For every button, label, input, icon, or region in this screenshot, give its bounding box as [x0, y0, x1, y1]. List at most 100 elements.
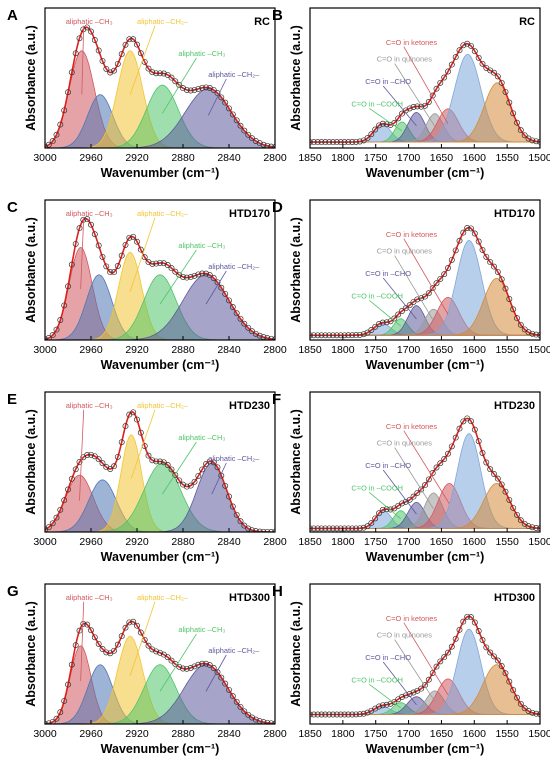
- data-point: [245, 525, 252, 532]
- data-point: [456, 237, 463, 244]
- data-point: [418, 486, 425, 493]
- data-point: [460, 42, 467, 49]
- y-axis-label: Absorbance (a.u.): [24, 25, 38, 131]
- annotation-pointer: [161, 57, 197, 114]
- x-tick-label: 2880: [171, 152, 195, 164]
- data-point: [91, 634, 98, 641]
- data-point: [360, 710, 367, 717]
- data-point: [376, 703, 382, 710]
- plot-frame: [44, 199, 276, 341]
- annotation-label: C=O in ketones: [386, 38, 437, 47]
- data-point: [425, 676, 432, 683]
- annotation-label: C=O in ketones: [386, 230, 437, 239]
- data-point: [318, 711, 325, 718]
- data-point: [95, 456, 102, 463]
- data-point: [376, 122, 382, 129]
- data-point: [360, 524, 367, 531]
- data-point: [264, 335, 271, 340]
- annotation-label: C=O in –CHO: [365, 461, 411, 470]
- data-point: [425, 476, 432, 483]
- data-point: [84, 452, 91, 458]
- x-tick-label: 1650: [430, 344, 454, 356]
- data-point: [76, 627, 83, 634]
- data-point: [533, 525, 540, 531]
- annotation-pointer: [403, 238, 449, 315]
- data-point: [191, 478, 198, 485]
- data-point: [107, 466, 114, 472]
- data-point: [510, 504, 517, 511]
- data-point: [456, 47, 463, 54]
- panel-letter: F: [272, 391, 281, 408]
- data-point: [525, 708, 532, 714]
- data-point: [103, 65, 110, 72]
- x-tick-label: 1850: [298, 152, 322, 164]
- data-point: [521, 132, 528, 139]
- annotation-pointer: [159, 633, 197, 692]
- data-point: [322, 525, 329, 532]
- data-point: [57, 121, 64, 128]
- data-point: [122, 624, 129, 631]
- x-tick-label: 1550: [495, 728, 519, 740]
- data-point: [314, 711, 321, 718]
- panel-letter: E: [7, 391, 17, 408]
- x-tick-label: 3000: [33, 536, 57, 548]
- data-point: [164, 654, 171, 661]
- data-point: [537, 711, 540, 718]
- data-point: [330, 139, 336, 146]
- annotation-label: aliphatic –CH₂–: [208, 70, 260, 79]
- data-point: [448, 256, 455, 263]
- x-tick-label: 2880: [171, 728, 195, 740]
- data-point: [337, 139, 344, 146]
- data-point: [91, 231, 98, 238]
- data-point: [45, 335, 52, 340]
- annotation-label: C=O in –CHO: [365, 269, 411, 278]
- annotation-label: C=O in –COOH: [351, 291, 403, 300]
- data-point: [318, 525, 325, 532]
- x-tick-label: 3000: [33, 728, 57, 740]
- data-point: [399, 308, 405, 314]
- data-point: [134, 416, 140, 423]
- data-point: [95, 47, 102, 54]
- fit-curve: [310, 226, 540, 337]
- data-point: [376, 321, 382, 327]
- data-point: [49, 332, 56, 339]
- data-point: [533, 138, 540, 145]
- data-point: [88, 451, 94, 458]
- data-point: [214, 464, 221, 471]
- plot-area: [310, 415, 540, 532]
- x-tick-label: 1650: [430, 536, 454, 548]
- data-point: [310, 332, 313, 339]
- annotation-pointer: [205, 270, 227, 305]
- data-point: [437, 275, 444, 282]
- data-point: [160, 459, 167, 466]
- data-point: [61, 497, 68, 504]
- data-point: [91, 37, 98, 43]
- data-point: [206, 458, 213, 465]
- sample-name: HTD170: [494, 208, 535, 220]
- data-point: [99, 460, 106, 467]
- data-point: [68, 69, 75, 76]
- x-tick-label: 2960: [79, 344, 103, 356]
- data-point: [57, 506, 64, 513]
- data-point: [406, 302, 413, 309]
- data-point: [456, 425, 463, 432]
- data-point: [172, 78, 179, 85]
- panel-D: 1850 1800 1750 1700 1650 1600 1550 1500 Wavenumb…: [272, 199, 550, 372]
- peak-1: [45, 664, 275, 724]
- data-point: [353, 525, 359, 532]
- data-point: [176, 477, 183, 484]
- annotation-pointer: [159, 249, 197, 305]
- data-point: [506, 296, 513, 302]
- data-point: [160, 260, 167, 267]
- data-point: [245, 324, 252, 331]
- data-point: [206, 272, 213, 279]
- data-point: [95, 242, 102, 249]
- annotation-pointer: [81, 25, 85, 95]
- annotation-pointer: [394, 447, 434, 510]
- x-tick-label: 1750: [364, 344, 388, 356]
- data-point: [506, 99, 513, 106]
- data-point: [479, 60, 486, 67]
- data-point: [326, 332, 333, 339]
- plot-frame: [44, 583, 276, 725]
